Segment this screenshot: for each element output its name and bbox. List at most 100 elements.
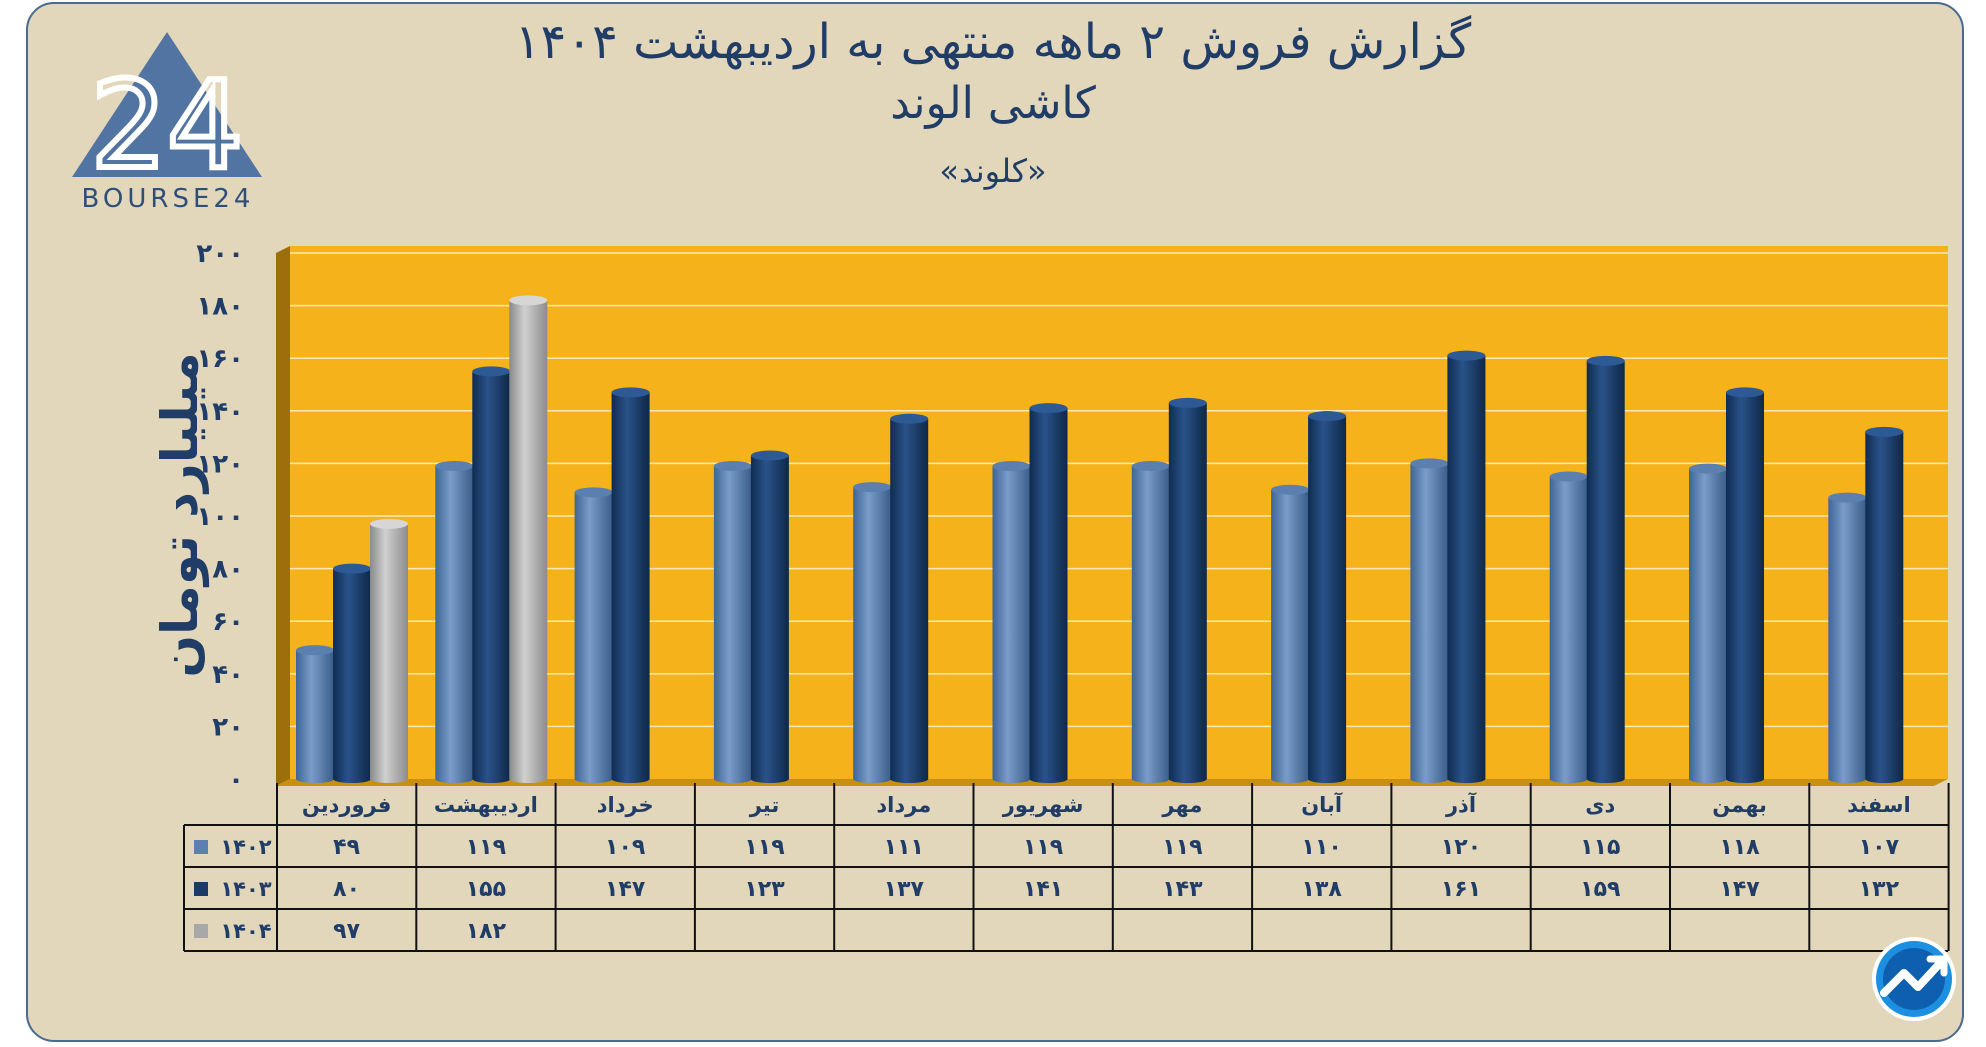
- month-label: فروردین: [302, 793, 392, 817]
- plot-area: [290, 246, 1948, 779]
- bar-body: [472, 371, 511, 779]
- data-label: ۱۱۱: [884, 835, 924, 860]
- bar: [1726, 387, 1764, 783]
- data-label: ۱۱۹: [466, 835, 506, 860]
- data-label: ۱۱۵: [1580, 835, 1620, 860]
- bar-cap: [1549, 471, 1588, 482]
- bar-cap: [1029, 403, 1068, 414]
- bar: [1865, 426, 1904, 783]
- bar-base: [1410, 775, 1449, 783]
- chart-title: گزارش فروش ۲ ماهه منتهی به اردیبهشت ۱۴۰۴: [514, 14, 1472, 70]
- bar: [750, 450, 789, 783]
- bar-body: [1131, 466, 1170, 779]
- bar: [333, 563, 371, 783]
- bar: [435, 461, 474, 783]
- month-label: آبان: [1301, 792, 1343, 817]
- bar: [1271, 484, 1310, 783]
- bar-cap: [472, 366, 511, 377]
- ticker-label: «کلوند»: [939, 152, 1047, 190]
- data-label: ۱۰۷: [1859, 835, 1900, 860]
- logo-text: BOURSE24: [81, 184, 255, 214]
- bar-cap: [1447, 350, 1486, 361]
- bar-cap: [509, 295, 548, 306]
- bar-body: [370, 523, 408, 779]
- bar-base: [472, 775, 511, 783]
- bar-body: [1549, 476, 1588, 779]
- bar-base: [333, 775, 371, 783]
- bar-body: [1726, 392, 1764, 779]
- bar-base: [1689, 775, 1727, 783]
- trend-logo-icon: [1872, 937, 1956, 1021]
- bar-body: [1689, 468, 1727, 779]
- bar-cap: [574, 487, 613, 498]
- bar-base: [1549, 775, 1588, 783]
- data-label: ۴۹: [333, 835, 360, 860]
- bar-body: [713, 466, 752, 779]
- month-label: اردیبهشت: [434, 793, 538, 817]
- bar: [1828, 492, 1867, 783]
- data-label: ۱۴۷: [605, 877, 646, 902]
- legend-label: ۱۴۰۳: [220, 877, 271, 901]
- bar-body: [750, 455, 789, 779]
- data-label: ۱۲۰: [1441, 835, 1481, 860]
- bar-body: [992, 466, 1031, 779]
- y-tick-label: ۱۴۰: [196, 397, 244, 427]
- month-label: خرداد: [597, 793, 654, 817]
- data-label: ۱۱۹: [1162, 835, 1202, 860]
- bar-cap: [1131, 461, 1170, 472]
- bar-cap: [1308, 411, 1347, 422]
- bar-base: [890, 775, 929, 783]
- bar-cap: [1271, 484, 1310, 495]
- data-label: ۱۱۹: [744, 835, 784, 860]
- bar-body: [1828, 497, 1867, 779]
- bar: [1308, 411, 1347, 783]
- legend-label: ۱۴۰۴: [220, 919, 271, 943]
- bar-cap: [1689, 463, 1727, 474]
- bourse24-logo-icon: 24: [72, 32, 262, 199]
- company-name: کاشی الوند: [890, 78, 1096, 129]
- bar: [1689, 463, 1727, 783]
- month-label: تیر: [749, 793, 780, 817]
- bar-cap: [1865, 426, 1904, 437]
- bar-base: [370, 775, 408, 783]
- bar-base: [750, 775, 789, 783]
- bar: [1586, 355, 1625, 783]
- data-label: ۱۰۹: [605, 835, 645, 860]
- bar: [992, 461, 1031, 783]
- bar-base: [853, 775, 892, 783]
- bar: [472, 366, 511, 783]
- bar-base: [1726, 775, 1764, 783]
- y-tick-label: ۱۸۰: [196, 292, 244, 322]
- bar: [611, 387, 650, 783]
- legend-swatch: [194, 840, 208, 854]
- y-tick-label: ۱۲۰: [196, 449, 244, 479]
- bar: [1410, 458, 1449, 783]
- bar-base: [435, 775, 474, 783]
- bar-cap: [435, 461, 474, 472]
- bar-base: [1029, 775, 1068, 783]
- data-label: ۱۸۲: [466, 919, 507, 944]
- legend-swatch: [194, 924, 208, 938]
- bar-body: [1447, 355, 1486, 779]
- legend-swatch: [194, 882, 208, 896]
- bar-body: [853, 487, 892, 779]
- month-label: دی: [1585, 793, 1615, 817]
- data-label: ۱۶۱: [1441, 877, 1481, 902]
- bar-cap: [1410, 458, 1449, 469]
- bar-body: [1168, 402, 1207, 779]
- bar-base: [713, 775, 752, 783]
- y-tick-label: ۶۰: [212, 607, 244, 637]
- bar-cap: [1168, 397, 1207, 408]
- data-label: ۱۱۹: [1023, 835, 1063, 860]
- bar-base: [1447, 775, 1486, 783]
- bar-base: [611, 775, 650, 783]
- bar-base: [1586, 775, 1625, 783]
- bar: [853, 482, 892, 783]
- bar-body: [1271, 489, 1310, 779]
- bar-base: [1308, 775, 1347, 783]
- bar-body: [574, 492, 613, 779]
- data-label: ۹۷: [333, 919, 360, 944]
- bar-cap: [1828, 492, 1867, 503]
- bar-cap: [333, 563, 371, 574]
- bar-body: [296, 650, 334, 779]
